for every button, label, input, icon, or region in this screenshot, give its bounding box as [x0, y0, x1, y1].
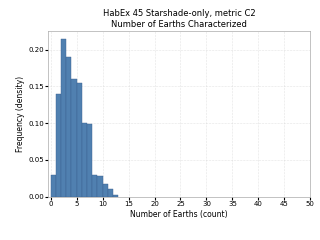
X-axis label: Number of Earths (count): Number of Earths (count): [130, 210, 228, 219]
Bar: [102, 184, 108, 197]
Bar: [113, 195, 118, 197]
Bar: [108, 189, 113, 197]
Title: HabEx 45 Starshade-only, metric C2
Number of Earths Characterized: HabEx 45 Starshade-only, metric C2 Numbe…: [103, 9, 255, 29]
Bar: [87, 124, 92, 197]
Bar: [76, 83, 82, 197]
Bar: [97, 176, 102, 197]
Bar: [51, 175, 56, 197]
Bar: [61, 39, 66, 197]
Y-axis label: Frequency (density): Frequency (density): [16, 76, 25, 152]
Bar: [71, 79, 76, 197]
Bar: [56, 94, 61, 197]
Bar: [66, 57, 71, 197]
Bar: [92, 175, 97, 197]
Bar: [82, 123, 87, 197]
